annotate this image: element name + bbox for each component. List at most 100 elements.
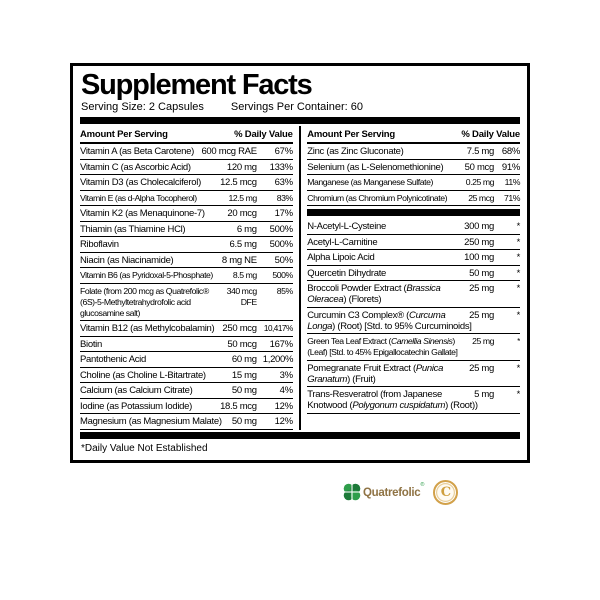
nutrient-amount: 0.25 mg bbox=[465, 177, 495, 187]
nutrient-name: Riboflavin bbox=[80, 239, 119, 250]
nutrient-amount: 25 mg bbox=[469, 362, 494, 374]
nutrient-daily-value: 68% bbox=[501, 146, 520, 157]
nutrient-amount: 25 mcg bbox=[468, 192, 494, 203]
nutrient-name: Folate (from 200 mcg as Quatrefolic® (6S… bbox=[80, 285, 209, 318]
right-other-rows: N-Acetyl-L-Cysteine 300 mg * Acetyl-L-Carni… bbox=[307, 219, 520, 414]
nutrient-amount: 250 mcg bbox=[222, 323, 257, 334]
separator-bar-middle bbox=[307, 209, 520, 216]
nutrient-amount: 12.5 mg bbox=[228, 192, 258, 203]
nutrient-row: Vitamin C (as Ascorbic Acid) 120 mg 133% bbox=[80, 160, 293, 175]
supplement-facts-panel: Supplement Facts Serving Size: 2 Capsule… bbox=[70, 63, 530, 463]
nutrient-amount: 50 mg bbox=[231, 385, 257, 396]
nutrient-row: 25 mg * Curcumin C3 Complex® (Curcuma Long… bbox=[307, 308, 520, 334]
nutrient-row: Zinc (as Zinc Gluconate) 7.5 mg 68% bbox=[307, 144, 520, 160]
registered-trademark-icon: ® bbox=[420, 481, 425, 488]
nutrient-row: 25 mg * Pomegranate Fruit Extract (Punica … bbox=[307, 361, 520, 387]
nutrient-amount: 6.5 mg bbox=[229, 239, 258, 250]
nutrient-row: 340 mcg DFE 85% Folate (from 200 mcg as Qu… bbox=[80, 284, 293, 321]
nutrient-name: Broccoli Powder Extract (Brassica Olerac… bbox=[307, 283, 441, 305]
nutrient-daily-value: 1,200% bbox=[262, 354, 294, 365]
nutrient-row: 25 mg * Green Tea Leaf Extract (Camellia S… bbox=[307, 334, 520, 361]
nutrient-name: Alpha Lipoic Acid bbox=[307, 252, 375, 263]
nutrient-row: Riboflavin 6.5 mg 500% bbox=[80, 237, 293, 253]
nutrient-amount: 600 mcg RAE bbox=[201, 146, 257, 157]
nutrient-daily-value: * bbox=[516, 283, 520, 294]
nutrient-daily-value: 167% bbox=[269, 338, 293, 350]
nutrient-daily-value: * bbox=[516, 221, 521, 232]
nutrient-row: Vitamin D3 (as Cholecalciferol) 12.5 mcg 6… bbox=[80, 175, 293, 191]
nutrient-daily-value: 83% bbox=[276, 192, 293, 203]
nutrient-row: Magnesium (as Magnesium Malate) 50 mg 12% bbox=[80, 414, 293, 430]
nutrient-row: Vitamin A (as Beta Carotene) 600 mcg RAE 6… bbox=[80, 144, 293, 160]
nutrient-amount: 20 mcg bbox=[227, 208, 257, 219]
nutrient-amount: 60 mg bbox=[231, 354, 257, 365]
nutrient-daily-value: 133% bbox=[269, 161, 293, 173]
nutrient-name: Quercetin Dihydrate bbox=[307, 267, 387, 279]
nutrient-row: Vitamin K2 (as Menaquinone-7) 20 mcg 17% bbox=[80, 206, 293, 222]
nutrient-row: Biotin 50 mcg 167% bbox=[80, 337, 293, 352]
nutrient-name: Vitamin K2 (as Menaquinone-7) bbox=[80, 208, 205, 219]
quatrefolic-wordmark: Quatrefolic bbox=[363, 487, 421, 499]
nutrient-row: Manganese (as Manganese Sulfate) 0.25 mg 1… bbox=[307, 175, 520, 191]
nutrient-row: Quercetin Dihydrate 50 mg * bbox=[307, 266, 520, 281]
nutrient-amount: 25 mg bbox=[472, 336, 494, 346]
nutrient-daily-value: * bbox=[516, 252, 521, 263]
nutrient-amount: 50 mcg bbox=[464, 161, 495, 173]
nutrient-daily-value: 11% bbox=[504, 177, 521, 187]
nutrient-name: Pomegranate Fruit Extract (Punica Granat… bbox=[307, 362, 444, 385]
nutrient-daily-value: 50% bbox=[274, 254, 293, 266]
c3-complex-seal-icon: C bbox=[433, 479, 459, 505]
c3-seal-letter: C bbox=[440, 484, 452, 500]
servings-per-container: Servings Per Container: 60 bbox=[230, 101, 363, 113]
nutrient-name: Vitamin C (as Ascorbic Acid) bbox=[80, 161, 191, 173]
nutrient-name: Vitamin E (as d-Alpha Tocopherol) bbox=[80, 192, 197, 203]
nutrient-values: 25 mg * bbox=[469, 363, 520, 374]
nutrient-row: N-Acetyl-L-Cysteine 300 mg * bbox=[307, 219, 520, 235]
nutrient-daily-value: 3% bbox=[279, 369, 293, 381]
nutrient-amount: 5 mg bbox=[474, 389, 494, 400]
nutrient-daily-value: 500% bbox=[272, 270, 293, 280]
quatrefolic-logo: Quatrefolic® bbox=[343, 481, 425, 501]
nutrient-name: Vitamin B6 (as Pyridoxal-5-Phosphate) bbox=[80, 270, 213, 280]
right-mineral-rows: Zinc (as Zinc Gluconate) 7.5 mg 68% Seleniu… bbox=[307, 144, 520, 206]
serving-info: Serving Size: 2 Capsules Servings Per Co… bbox=[81, 101, 520, 114]
nutrient-name: Acetyl-L-Carnitine bbox=[307, 236, 378, 248]
nutrient-name: Magnesium (as Magnesium Malate) bbox=[80, 416, 222, 427]
nutrient-amount: 120 mg bbox=[226, 161, 257, 173]
nutrient-row: Thiamin (as Thiamine HCl) 6 mg 500% bbox=[80, 222, 293, 237]
nutrient-daily-value: * bbox=[516, 362, 520, 374]
separator-bar-bottom bbox=[80, 431, 520, 439]
nutrient-name: Biotin bbox=[80, 338, 102, 350]
daily-value-footnote: *Daily Value Not Established bbox=[81, 442, 208, 454]
nutrient-amount: 300 mg bbox=[464, 221, 494, 232]
nutrient-amount: 25 mg bbox=[469, 309, 494, 321]
nutrient-row: 5 mg * Trans-Resveratrol (from Japanese Kn… bbox=[307, 387, 520, 414]
nutrient-amount: 250 mg bbox=[464, 236, 494, 248]
nutrient-row: Pantothenic Acid 60 mg 1,200% bbox=[80, 352, 293, 368]
nutrient-values: 25 mg * bbox=[472, 336, 520, 347]
daily-value-header: % Daily Value bbox=[234, 129, 293, 140]
nutrient-daily-value: 63% bbox=[274, 177, 293, 188]
nutrient-daily-value: * bbox=[516, 236, 521, 248]
nutrient-amount: 18.5 mcg bbox=[220, 400, 257, 412]
nutrient-amount: 15 mg bbox=[231, 369, 257, 381]
nutrient-row: Chromium (as Chromium Polynicotinate) 25 … bbox=[307, 191, 520, 206]
nutrient-daily-value: 12% bbox=[274, 416, 293, 427]
nutrient-amount: 12.5 mcg bbox=[220, 177, 257, 188]
nutrient-amount: 340 mcg DFE bbox=[226, 285, 258, 307]
daily-value-header: % Daily Value bbox=[461, 129, 520, 140]
nutrient-name: Vitamin A (as Beta Carotene) bbox=[80, 146, 194, 157]
nutrient-daily-value: 500% bbox=[269, 239, 293, 250]
nutrient-daily-value: 4% bbox=[279, 385, 293, 396]
nutrient-amount: 100 mg bbox=[464, 252, 494, 263]
nutrient-name: Niacin (as Niacinamide) bbox=[80, 254, 174, 266]
nutrient-daily-value: 85% bbox=[276, 285, 293, 296]
separator-bar-top bbox=[80, 117, 520, 124]
amount-per-serving-header: Amount Per Serving bbox=[80, 129, 168, 140]
nutrient-amount: 25 mg bbox=[469, 283, 494, 294]
nutrient-row: Vitamin B6 (as Pyridoxal-5-Phosphate) 8.5… bbox=[80, 268, 293, 284]
nutrient-daily-value: 67% bbox=[274, 146, 293, 157]
nutrient-row: 25 mg * Broccoli Powder Extract (Brassica … bbox=[307, 281, 520, 308]
nutrient-name: Trans-Resveratrol (from Japanese Knotwoo… bbox=[307, 389, 478, 411]
nutrient-row: Alpha Lipoic Acid 100 mg * bbox=[307, 250, 520, 266]
